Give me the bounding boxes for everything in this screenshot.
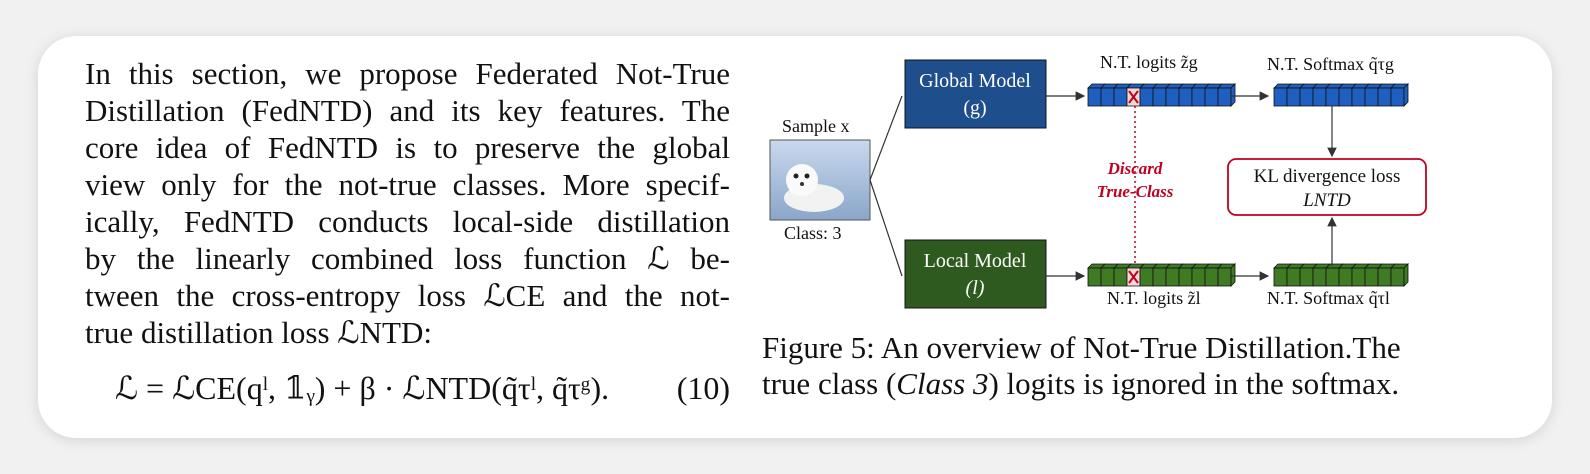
paragraph-line: true distillation loss ℒNTD: — [85, 315, 432, 350]
equation-equals: = — [146, 370, 165, 406]
diagram-svg: Sample x Class: 3 Global Model (g) Local… — [769, 52, 1427, 309]
local-logit-cell-side — [1230, 263, 1236, 287]
local-logit-cell — [1100, 267, 1115, 287]
local-logit-cell — [1087, 267, 1102, 287]
local-softmax-label: N.T. Softmax q̃τl — [1267, 288, 1390, 308]
kl-loss-symbol: LNTD — [1302, 190, 1351, 211]
global-logit-cell — [1217, 87, 1232, 107]
sample-label: Sample x — [782, 116, 850, 136]
caption-class-italic: Class 3 — [896, 366, 989, 401]
global-model-sub: (g) — [963, 97, 986, 119]
local-softmax-cell — [1325, 267, 1340, 287]
local-softmax-cell — [1273, 267, 1288, 287]
local-logit-cell — [1113, 267, 1128, 287]
figure-caption: Figure 5: An overview of Not-True Distil… — [762, 330, 1442, 402]
global-softmax-cell — [1325, 87, 1340, 107]
global-logit-cell — [1139, 87, 1154, 107]
local-softmax-cell — [1338, 267, 1353, 287]
seal-image — [769, 139, 871, 221]
local-model-label: Local Model — [924, 250, 1027, 272]
global-softmax-vector — [1273, 83, 1409, 107]
fedntd-diagram: Sample x Class: 3 Global Model (g) Local… — [762, 48, 1452, 318]
local-softmax-vector — [1273, 263, 1409, 287]
paragraph-line: ically, FedNTD conducts local-side disti… — [85, 204, 730, 239]
paragraph-line: by the linearly combined loss function ℒ… — [85, 241, 730, 276]
discard-label: Discard — [1107, 159, 1163, 178]
local-softmax-cell — [1286, 267, 1301, 287]
local-softmax-cell-side — [1403, 263, 1409, 287]
local-logit-cell — [1139, 267, 1154, 287]
caption-line-2-pre: true class ( — [762, 366, 897, 401]
local-softmax-cell — [1364, 267, 1379, 287]
local-model-sub: (l) — [966, 277, 985, 299]
local-logit-cell — [1191, 267, 1206, 287]
global-softmax-cell — [1351, 87, 1366, 107]
local-softmax-cell — [1390, 267, 1405, 287]
global-logits-label: N.T. logits z̃g — [1100, 52, 1198, 72]
local-logit-cell — [1217, 267, 1232, 287]
local-logits-label: N.T. logits z̃l — [1107, 288, 1201, 308]
equation-plus-beta: + β · — [333, 370, 395, 406]
global-softmax-cell — [1312, 87, 1327, 107]
body-paragraph: In this section, we propose Federated No… — [85, 55, 730, 351]
global-logit-cell — [1152, 87, 1167, 107]
local-logit-cell — [1204, 267, 1219, 287]
global-logit-cell — [1100, 87, 1115, 107]
global-logit-cell — [1087, 87, 1102, 107]
class-label: Class: 3 — [784, 223, 842, 243]
global-softmax-cell — [1338, 87, 1353, 107]
paragraph-line: Distillation (FedNTD) and its key featur… — [85, 93, 730, 128]
local-logit-cell — [1152, 267, 1167, 287]
equation-ntd-term: ℒNTD(q̃τˡ, q̃τᵍ). — [402, 370, 610, 406]
local-softmax-cell — [1351, 267, 1366, 287]
global-logit-cell-side — [1230, 83, 1236, 107]
local-softmax-cell — [1312, 267, 1327, 287]
global-softmax-cell — [1377, 87, 1392, 107]
caption-line-1: Figure 5: An overview of Not-True Distil… — [762, 330, 1401, 365]
local-logits-vector — [1087, 263, 1236, 287]
true-class-label: True-Class — [1097, 182, 1174, 201]
global-logit-cell — [1113, 87, 1128, 107]
global-softmax-cell — [1364, 87, 1379, 107]
loss-equation: ℒ = ℒCE(qˡ, 𝟙ᵧ) + β · ℒNTD(q̃τˡ, q̃τᵍ). … — [115, 368, 730, 408]
local-softmax-cell — [1377, 267, 1392, 287]
discard-x-icon — [1128, 90, 1139, 104]
global-logits-vector — [1087, 83, 1236, 107]
paragraph-line: core idea of FedNTD is to preserve the g… — [85, 130, 730, 165]
global-logit-cell — [1178, 87, 1193, 107]
global-softmax-cell — [1299, 87, 1314, 107]
paragraph-line: tween the cross-entropy loss ℒCE and the… — [85, 278, 730, 313]
global-softmax-cell — [1390, 87, 1405, 107]
caption-line-2: true class (Class 3) logits is ignored i… — [762, 366, 1442, 402]
local-logit-cell — [1178, 267, 1193, 287]
global-logit-cell — [1204, 87, 1219, 107]
equation-number: (10) — [676, 370, 730, 406]
discard-x-icon — [1128, 270, 1139, 284]
kl-loss-label: KL divergence loss — [1254, 166, 1401, 187]
local-logit-cell — [1165, 267, 1180, 287]
global-softmax-cell — [1273, 87, 1288, 107]
global-softmax-cell — [1286, 87, 1301, 107]
global-logit-cell — [1165, 87, 1180, 107]
paragraph-line: In this section, we propose Federated No… — [85, 56, 730, 91]
global-softmax-label: N.T. Softmax q̃τg — [1267, 54, 1394, 74]
equation-ce-term: ℒCE(qˡ, 𝟙ᵧ) — [172, 370, 326, 406]
equation-lhs: ℒ — [115, 370, 139, 406]
global-softmax-cell-side — [1403, 83, 1409, 107]
global-model-label: Global Model — [919, 70, 1031, 92]
global-logit-cell — [1191, 87, 1206, 107]
paragraph-line: view only for the not-true classes. More… — [85, 167, 730, 202]
global-model-box — [904, 59, 1047, 129]
local-model-box — [904, 239, 1047, 309]
kl-loss-box — [1227, 158, 1427, 216]
caption-line-2-post: ) logits is ignored in the softmax. — [988, 366, 1400, 401]
local-softmax-cell — [1299, 267, 1314, 287]
